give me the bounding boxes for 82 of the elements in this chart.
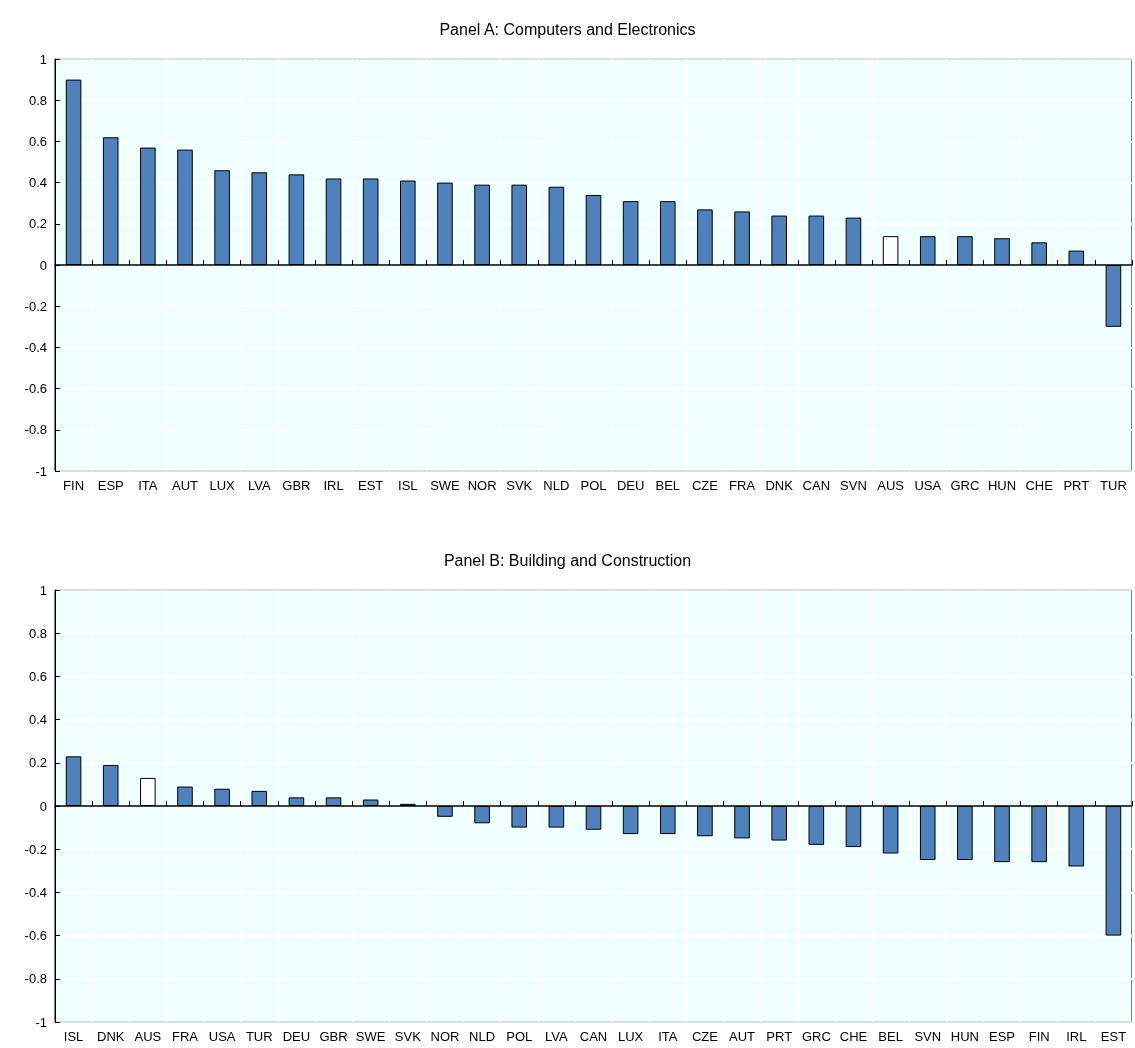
x-tick-label: CAN xyxy=(802,478,831,493)
x-tick-label: NOR xyxy=(430,1029,460,1044)
x-tick-label: PRT xyxy=(766,1029,793,1044)
x-tick-label: AUT xyxy=(729,1029,756,1044)
y-tick-label: -0.8 xyxy=(24,971,47,987)
x-tick-label: LVA xyxy=(545,1029,569,1044)
x-tick-label: ITA xyxy=(138,478,158,493)
y-tick-label: 0.2 xyxy=(28,216,47,232)
x-tick-label: BEL xyxy=(655,478,681,493)
x-tick-label: GBR xyxy=(282,478,311,493)
x-tick-label: POL xyxy=(506,1029,533,1044)
y-tick-label: -1 xyxy=(35,463,47,479)
x-tick-label: EST xyxy=(1100,1029,1127,1044)
y-tick-label: 1 xyxy=(39,582,47,598)
x-tick-label: DNK xyxy=(96,1029,125,1044)
y-tick-label: 0.6 xyxy=(28,668,47,684)
x-tick-label: FRA xyxy=(729,478,756,493)
x-tick-label: EST xyxy=(358,478,384,493)
x-tick-label: AUS xyxy=(134,1029,162,1044)
x-tick-label: GBR xyxy=(319,1029,348,1044)
y-tick-label: 0.4 xyxy=(28,712,47,728)
y-tick-label: 0.4 xyxy=(28,175,47,191)
x-tick-label: FRA xyxy=(171,1029,199,1044)
x-tick-label: USA xyxy=(914,478,942,493)
x-tick-label: DNK xyxy=(765,478,794,493)
y-tick-label: -0.6 xyxy=(24,928,47,944)
x-tick-label: SVK xyxy=(394,1029,422,1044)
x-tick-label: SVN xyxy=(914,1029,942,1044)
x-tick-label: USA xyxy=(208,1029,236,1044)
x-tick-label: GRC xyxy=(950,478,980,493)
x-tick-label: DEU xyxy=(282,1029,311,1044)
y-tick-label: 0.8 xyxy=(28,92,47,108)
x-tick-label: HUN xyxy=(950,1029,979,1044)
x-tick-label: FIN xyxy=(63,478,85,493)
x-tick-label: NLD xyxy=(543,478,570,493)
chart-title: Panel A: Computers and Electronics xyxy=(439,20,696,38)
x-tick-label: TUR xyxy=(1100,478,1127,493)
x-tick-label: LVA xyxy=(247,478,271,493)
y-tick-label: 0 xyxy=(39,798,47,814)
y-tick-label: 0.2 xyxy=(28,755,47,771)
x-tick-label: ITA xyxy=(658,1029,678,1044)
x-tick-label: SVK xyxy=(506,478,533,493)
x-tick-label: SWE xyxy=(355,1029,386,1044)
x-tick-label: SVN xyxy=(840,478,867,493)
y-tick-label: 0.8 xyxy=(28,625,47,641)
x-tick-label: CHE xyxy=(839,1029,868,1044)
y-tick-label: 1 xyxy=(39,51,47,67)
y-tick-label: -0.4 xyxy=(24,339,47,355)
x-tick-label: POL xyxy=(580,478,607,493)
x-tick-label: PRT xyxy=(1063,478,1090,493)
x-tick-label: ESP xyxy=(989,1029,1016,1044)
x-tick-label: IRL xyxy=(323,478,344,493)
y-tick-label: -0.4 xyxy=(24,884,47,900)
y-tick-label: -0.8 xyxy=(24,422,47,438)
x-tick-label: NLD xyxy=(469,1029,496,1044)
x-tick-label: CHE xyxy=(1025,478,1054,493)
x-tick-label: CZE xyxy=(691,478,719,493)
x-tick-label: DEU xyxy=(616,478,645,493)
x-tick-label: FIN xyxy=(1028,1029,1050,1044)
x-tick-label: AUT xyxy=(171,478,199,493)
x-tick-label: GRC xyxy=(801,1029,831,1044)
x-tick-label: CZE xyxy=(691,1029,719,1044)
x-tick-label: IRL xyxy=(1066,1029,1087,1044)
y-tick-label: 0 xyxy=(39,257,47,273)
y-tick-label: -1 xyxy=(35,1014,47,1030)
x-tick-label: AUS xyxy=(877,478,905,493)
chart-title: Panel B: Building and Construction xyxy=(443,551,692,569)
x-tick-label: LUX xyxy=(209,478,236,493)
x-tick-label: ISL xyxy=(63,1029,84,1044)
y-tick-label: -0.6 xyxy=(24,381,47,397)
y-tick-label: -0.2 xyxy=(24,298,47,314)
x-tick-label: LUX xyxy=(617,1029,644,1044)
x-tick-label: ISL xyxy=(398,478,418,493)
x-tick-label: HUN xyxy=(987,478,1017,493)
x-tick-label: BEL xyxy=(878,1029,903,1044)
x-tick-label: CAN xyxy=(579,1029,608,1044)
y-tick-label: -0.2 xyxy=(24,841,47,857)
x-tick-label: NOR xyxy=(467,478,497,493)
x-tick-label: SWE xyxy=(430,478,461,493)
y-tick-label: 0.6 xyxy=(28,133,47,149)
x-tick-label: TUR xyxy=(245,1029,273,1044)
x-tick-label: ESP xyxy=(97,478,124,493)
